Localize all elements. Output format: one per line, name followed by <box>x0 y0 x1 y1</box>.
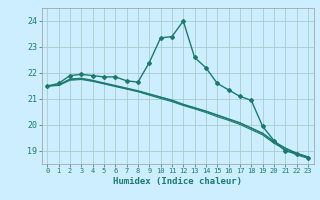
X-axis label: Humidex (Indice chaleur): Humidex (Indice chaleur) <box>113 177 242 186</box>
